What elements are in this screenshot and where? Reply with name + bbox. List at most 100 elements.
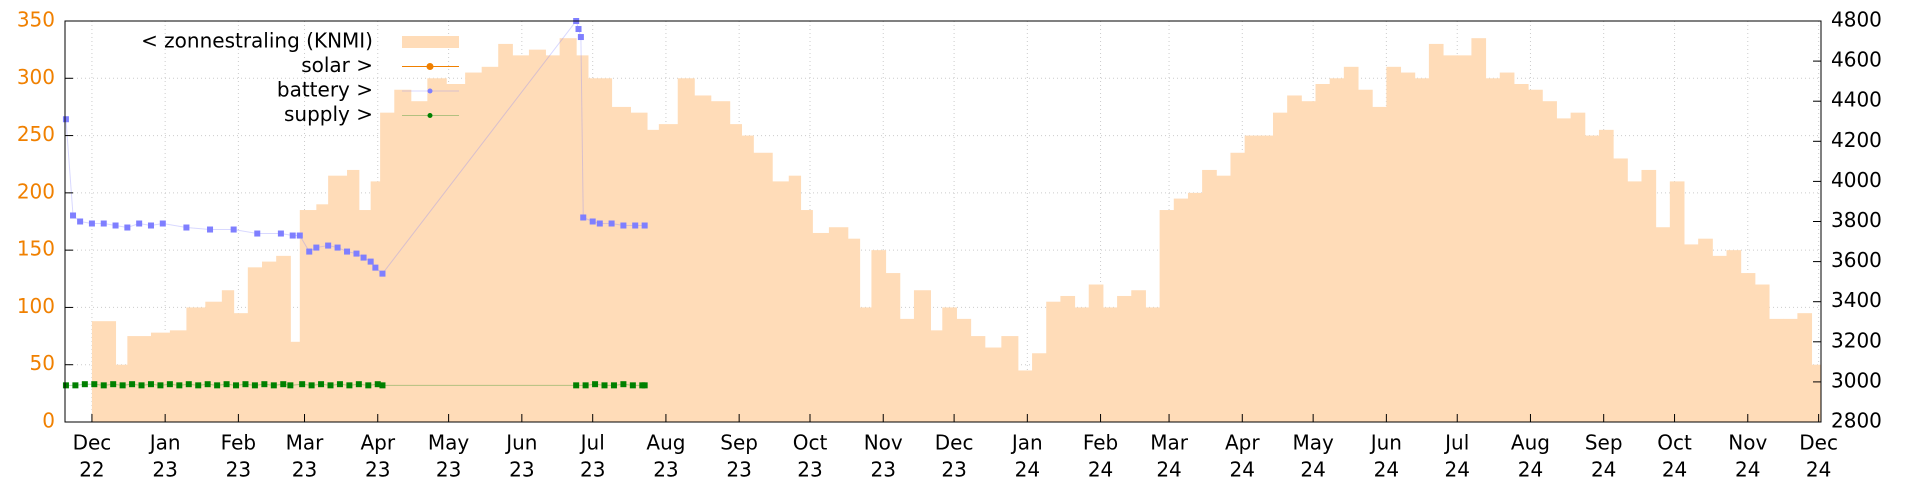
point — [325, 242, 332, 249]
area-bar — [871, 250, 887, 422]
point — [147, 222, 154, 229]
area-bar — [647, 129, 660, 423]
point — [580, 214, 587, 221]
point — [129, 381, 136, 388]
area-bar — [1032, 353, 1047, 422]
x-tick-label: Jul — [1443, 431, 1469, 455]
area-bar — [1669, 181, 1685, 422]
point — [641, 222, 648, 229]
point — [70, 212, 77, 219]
area-bar — [1797, 313, 1813, 422]
area-bar — [859, 307, 872, 422]
point — [100, 220, 107, 227]
y2-tick-label: 3200 — [1831, 328, 1882, 352]
point — [355, 381, 362, 388]
point — [185, 381, 192, 388]
point — [270, 382, 277, 389]
area-bar — [186, 307, 206, 422]
area-bar — [1258, 135, 1274, 423]
point — [334, 244, 341, 251]
area-bar — [913, 290, 931, 422]
x-tick-label: Jul — [579, 431, 605, 455]
point — [365, 382, 372, 389]
point — [306, 248, 313, 255]
area-bar — [1244, 135, 1260, 423]
area-bar — [1272, 112, 1288, 423]
area-bar — [1783, 318, 1798, 422]
point — [346, 382, 353, 389]
area-bar — [290, 341, 301, 422]
point — [166, 381, 173, 388]
area-bar — [630, 112, 648, 423]
x-tick-label: 23 — [226, 458, 251, 480]
area-bar — [1315, 84, 1331, 422]
area-bar — [772, 181, 790, 422]
area-bar — [1471, 38, 1487, 422]
x-tick-label: 22 — [79, 458, 104, 480]
area-bar — [1159, 210, 1175, 422]
point — [308, 382, 315, 389]
x-tick-label: Mar — [1150, 431, 1189, 455]
point — [299, 381, 306, 388]
point — [138, 382, 145, 389]
point — [379, 270, 386, 277]
y2-tick-label: 4400 — [1831, 88, 1882, 112]
plot-frame — [64, 20, 1822, 423]
point — [336, 381, 343, 388]
area-bar — [1485, 78, 1501, 423]
area-bar — [1386, 66, 1402, 422]
area-bar — [587, 78, 601, 423]
area-bar — [347, 169, 360, 422]
point — [582, 382, 589, 389]
area-bar — [299, 210, 317, 422]
x-tick-label: Aug — [646, 431, 685, 455]
area-bar — [427, 78, 447, 423]
x-tick-label: 24 — [1088, 458, 1113, 480]
point — [577, 34, 584, 41]
area-bar — [380, 112, 395, 423]
area-bar — [1627, 181, 1642, 422]
area-bar — [1556, 118, 1572, 422]
point — [620, 381, 627, 388]
y-tick-label: 250 — [17, 122, 55, 146]
area-bar — [465, 72, 483, 423]
area-bar — [115, 364, 128, 422]
area-bar — [528, 49, 546, 423]
area-bar — [1499, 72, 1515, 423]
area-bar — [1173, 198, 1189, 422]
area-bar — [1017, 370, 1033, 422]
area-bar — [410, 101, 428, 422]
point — [251, 382, 258, 389]
point — [88, 220, 95, 227]
point — [318, 381, 325, 388]
x-tick-label: Dec — [1799, 431, 1838, 455]
y-tick-label: 300 — [17, 65, 55, 89]
area-bar — [1287, 95, 1302, 422]
area-bar — [1216, 175, 1231, 422]
area-bar — [942, 307, 957, 422]
x-tick-label: 24 — [1156, 458, 1181, 480]
area-bar — [1513, 84, 1529, 422]
x-tick-label: 23 — [365, 458, 390, 480]
y2-tick-label: 2800 — [1831, 409, 1882, 433]
y-tick-label: 100 — [17, 294, 55, 318]
point — [195, 382, 202, 389]
x-tick-label: 24 — [1230, 458, 1255, 480]
point — [360, 254, 367, 261]
area-bar — [328, 175, 348, 422]
area-bar — [1769, 318, 1784, 422]
x-tick-label: 23 — [653, 458, 678, 480]
point — [147, 381, 154, 388]
point — [91, 381, 98, 388]
area-bar — [1726, 250, 1742, 422]
x-tick-label: Jun — [504, 431, 537, 455]
area-bar — [1542, 101, 1557, 422]
area-bar — [1428, 43, 1444, 423]
x-tick-label: Dec — [73, 431, 112, 455]
x-tick-label: Jan — [148, 431, 181, 455]
area-bar — [559, 38, 577, 422]
area-bar — [1145, 307, 1161, 422]
point — [261, 381, 268, 388]
point — [124, 224, 131, 231]
point — [176, 382, 183, 389]
